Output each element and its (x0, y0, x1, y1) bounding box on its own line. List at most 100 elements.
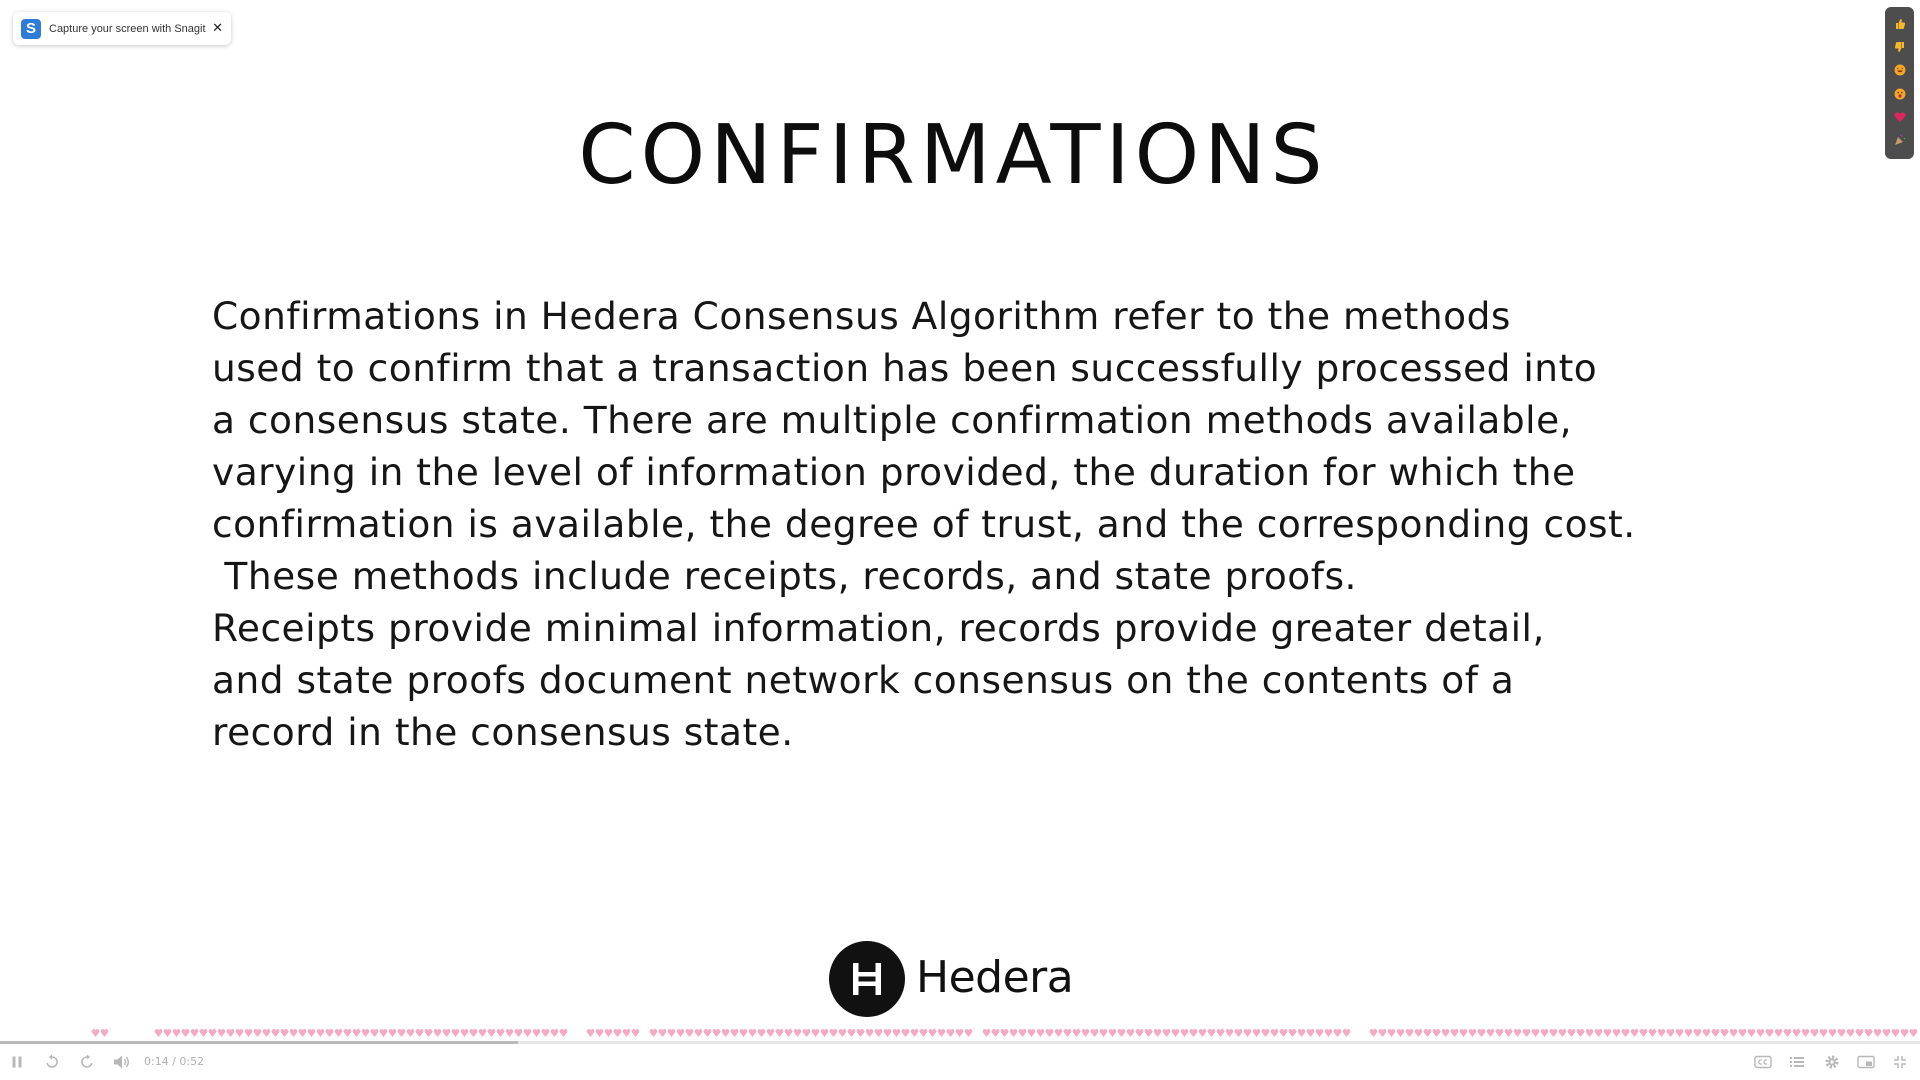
reaction-heart-mark (802, 1029, 811, 1037)
reaction-heart-mark (1207, 1029, 1216, 1037)
reaction-heart-mark (316, 1029, 325, 1037)
reaction-heart-mark (784, 1029, 793, 1037)
exit-fullscreen-button[interactable] (1891, 1053, 1909, 1071)
reaction-heart-mark (523, 1029, 532, 1037)
reaction-heart-mark (415, 1029, 424, 1037)
reaction-heart-mark (712, 1029, 721, 1037)
rewind-button[interactable] (43, 1053, 61, 1071)
laughing-face-icon[interactable] (1893, 64, 1907, 78)
reaction-heart-mark (289, 1029, 298, 1037)
reaction-heart-mark (1837, 1029, 1846, 1037)
reaction-heart-mark (532, 1029, 541, 1037)
reaction-heart-mark (1684, 1029, 1693, 1037)
gear-icon[interactable] (1823, 1053, 1841, 1071)
reaction-heart-mark (1522, 1029, 1531, 1037)
reaction-heart-mark (1513, 1029, 1522, 1037)
reaction-heart-mark (1729, 1029, 1738, 1037)
reaction-heart-mark (919, 1029, 928, 1037)
chapters-list-button[interactable] (1788, 1053, 1806, 1071)
reaction-heart-mark (1198, 1029, 1207, 1037)
reaction-heart-mark (1747, 1029, 1756, 1037)
reaction-heart-mark (1792, 1029, 1801, 1037)
reaction-heart-mark (262, 1029, 271, 1037)
hedera-wordmark: Hedera (916, 952, 1074, 1003)
reaction-heart-mark (478, 1029, 487, 1037)
reaction-heart-mark (1279, 1029, 1288, 1037)
time-display: 0:14 / 0:52 (144, 1055, 205, 1068)
picture-in-picture-button[interactable] (1857, 1053, 1875, 1071)
reaction-heart-mark (1423, 1029, 1432, 1037)
body-line: and state proofs document network consen… (212, 658, 1515, 702)
captions-button[interactable] (1754, 1053, 1772, 1071)
close-icon[interactable]: ✕ (212, 21, 223, 36)
reaction-heart-mark (910, 1029, 919, 1037)
reaction-heart-mark (613, 1029, 622, 1037)
reaction-heart-mark (433, 1029, 442, 1037)
reaction-heart-mark (775, 1029, 784, 1037)
reaction-heart-mark (1828, 1029, 1837, 1037)
reaction-heart-mark (793, 1029, 802, 1037)
pause-button[interactable] (8, 1053, 26, 1071)
reaction-heart-mark (1333, 1029, 1342, 1037)
reaction-heart-mark (1189, 1029, 1198, 1037)
reaction-heart-mark (1531, 1029, 1540, 1037)
reaction-heart-mark (1603, 1029, 1612, 1037)
reaction-heart-mark (1567, 1029, 1576, 1037)
heart-icon[interactable] (1893, 111, 1907, 125)
thumbs-down-icon[interactable] (1893, 41, 1907, 55)
progress-bar[interactable] (0, 1041, 1920, 1044)
reaction-heart-mark (1810, 1029, 1819, 1037)
snagit-message: Capture your screen with Snagit (49, 22, 206, 35)
reaction-heart-mark (1873, 1029, 1882, 1037)
reaction-heart-mark (1774, 1029, 1783, 1037)
surprised-face-icon[interactable] (1893, 88, 1907, 102)
reaction-heart-mark (730, 1029, 739, 1037)
reaction-heart-mark (1783, 1029, 1792, 1037)
reaction-heart-mark (1630, 1029, 1639, 1037)
reaction-heart-mark (1477, 1029, 1486, 1037)
reaction-heart-mark (1414, 1029, 1423, 1037)
reaction-heart-mark (154, 1029, 163, 1037)
reaction-heart-mark (370, 1029, 379, 1037)
reaction-heart-mark (586, 1029, 595, 1037)
snagit-toast[interactable]: S Capture your screen with Snagit ✕ (13, 12, 231, 45)
reaction-heart-mark (757, 1029, 766, 1037)
reaction-heart-mark (1045, 1029, 1054, 1037)
reaction-heart-mark (163, 1029, 172, 1037)
reaction-heart-mark (181, 1029, 190, 1037)
reaction-heart-mark (1216, 1029, 1225, 1037)
reaction-heart-mark (622, 1029, 631, 1037)
reaction-heart-mark (1117, 1029, 1126, 1037)
reaction-heart-mark (1612, 1029, 1621, 1037)
volume-button[interactable] (113, 1053, 131, 1071)
reaction-heart-mark (748, 1029, 757, 1037)
reaction-heart-mark (865, 1029, 874, 1037)
reaction-heart-mark (1162, 1029, 1171, 1037)
reaction-heart-mark (334, 1029, 343, 1037)
reaction-heart-mark (1072, 1029, 1081, 1037)
thumbs-up-icon[interactable] (1893, 18, 1907, 32)
forward-button[interactable] (78, 1053, 96, 1071)
reaction-heart-mark (1009, 1029, 1018, 1037)
body-line: Confirmations in Hedera Consensus Algori… (212, 294, 1511, 338)
reaction-heart-mark (1099, 1029, 1108, 1037)
reaction-heart-mark (343, 1029, 352, 1037)
trademark-symbol: ™ (1060, 970, 1067, 978)
reaction-heart-mark (1387, 1029, 1396, 1037)
party-popper-icon[interactable] (1893, 134, 1907, 148)
reaction-heart-mark (1306, 1029, 1315, 1037)
reaction-heart-mark (694, 1029, 703, 1037)
reaction-heart-mark (271, 1029, 280, 1037)
reaction-heart-mark (1819, 1029, 1828, 1037)
reaction-heart-mark (280, 1029, 289, 1037)
reaction-heart-mark (658, 1029, 667, 1037)
reaction-heart-mark (1342, 1029, 1351, 1037)
reaction-heart-mark (1234, 1029, 1243, 1037)
body-line: used to confirm that a transaction has b… (212, 346, 1598, 390)
reaction-heart-mark (856, 1029, 865, 1037)
reaction-heart-mark (442, 1029, 451, 1037)
reaction-heart-mark (298, 1029, 307, 1037)
reaction-heart-mark (451, 1029, 460, 1037)
reaction-heart-mark (541, 1029, 550, 1037)
reaction-heart-mark (1081, 1029, 1090, 1037)
